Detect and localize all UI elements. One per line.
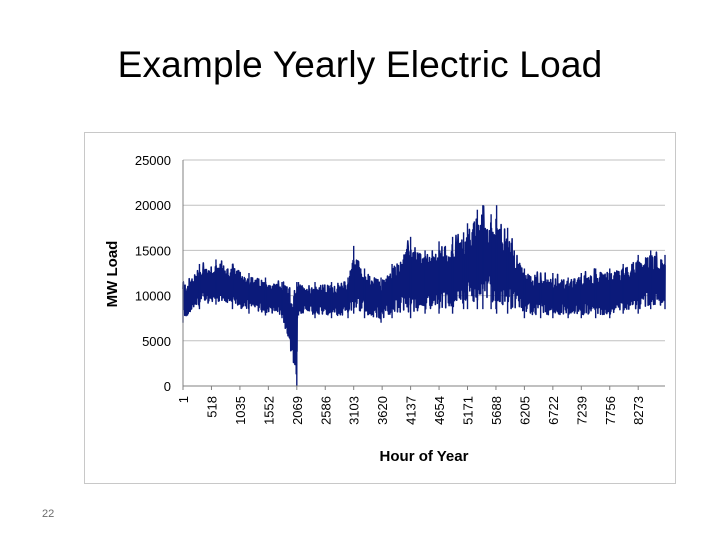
y-tick-label: 15000 [135,243,171,258]
x-tick-labels: 1 518 1035 1552 2069 2586 3103 3620 4137 4654 5171… [176,396,646,425]
y-tick-label: 25000 [135,153,171,168]
x-tick-label: 8273 [631,396,646,425]
x-tick-label: 518 [204,396,219,418]
y-axis-title: MW Load [104,241,121,308]
gridlines [183,159,665,342]
x-tick-label: 7756 [603,396,618,425]
series-load [182,205,666,386]
x-tick-label: 5171 [461,396,476,425]
y-tick-label: 10000 [135,289,171,304]
x-tick-label: 4137 [404,396,419,425]
axes [182,160,665,390]
x-tick-label: 1552 [261,396,276,425]
y-tick-labels: 0 5000 10000 15000 20000 25000 [135,153,171,394]
load-chart: 0 5000 10000 15000 20000 25000 1 518 1035 1552 20… [104,153,666,465]
x-tick-label: 6205 [517,396,532,425]
slide-title: Example Yearly Electric Load [117,44,603,85]
y-tick-label: 5000 [142,334,171,349]
x-axis-title: Hour of Year [380,448,469,465]
x-tick-label: 4654 [432,396,447,425]
x-tick-label: 7239 [574,396,589,425]
x-tick-label: 3103 [347,396,362,425]
x-tick-label: 3620 [375,396,390,425]
x-tick-label: 1035 [233,396,248,425]
x-tick-label: 1 [176,396,191,403]
page-number: 22 [42,508,55,520]
y-tick-label: 0 [164,379,171,394]
x-tick-label: 2586 [318,396,333,425]
x-tick-label: 6722 [546,396,561,425]
x-tick-label: 2069 [290,396,305,425]
series-line [182,205,666,375]
y-tick-label: 20000 [135,198,171,213]
x-tick-label: 5688 [489,396,504,425]
